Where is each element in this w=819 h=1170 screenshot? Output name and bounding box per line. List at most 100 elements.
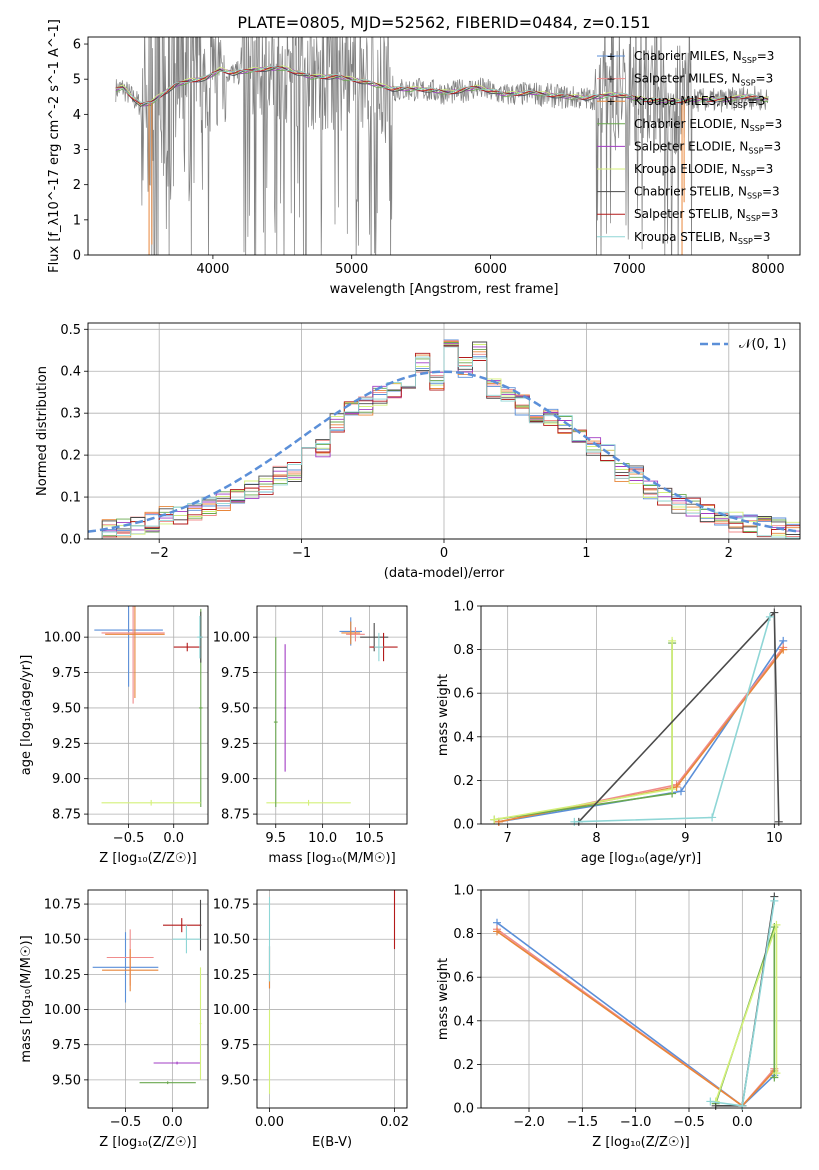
- y-tick-label: 0.6: [453, 971, 474, 986]
- x-tick-label: 5000: [335, 262, 368, 277]
- x-tick-label: 9.5: [265, 831, 286, 846]
- point-marker-kroupa_stelib: [570, 817, 579, 826]
- x-axis-label: age [log₁₀(age/yr)]: [581, 851, 702, 866]
- x-tick-label: −0.5: [113, 831, 145, 846]
- point-marker-kroupa_stelib: [738, 1101, 747, 1110]
- legend-tail: =3: [748, 94, 766, 108]
- x-axis-label: (data-model)/error: [384, 566, 505, 581]
- legend-tail: =3: [762, 185, 780, 199]
- y-tick-label: 0.6: [453, 687, 474, 702]
- point-marker-kroupa_stelib: [708, 813, 717, 822]
- legend-entry-kroupa_miles: Kroupa MILES, NSSP=3: [634, 94, 765, 110]
- point-marker-chabrier_stelib: [770, 608, 779, 617]
- x-tick-label: 7: [504, 831, 512, 846]
- legend-sub: SSP: [741, 169, 756, 178]
- panel-ebv-mass: 0.00 0.02 9.50 9.75 10.00 10.25 10.50 10.75 E(B-…: [213, 889, 409, 1150]
- axes-frame: [480, 605, 802, 825]
- y-tick-label: 8.75: [52, 808, 81, 823]
- x-tick-label: 1: [582, 546, 590, 561]
- y-tick-label: 9.75: [221, 666, 250, 681]
- x-tick-label: 0.00: [255, 1115, 284, 1130]
- y-tick-label: 10.50: [44, 933, 81, 948]
- y-tick-label: 10.25: [213, 968, 250, 983]
- y-tick-label: 0.5: [60, 323, 81, 338]
- x-tick-label: 0.0: [163, 831, 184, 846]
- legend-tail: =3: [761, 207, 779, 221]
- model-line-salpeter_stelib: [115, 66, 769, 105]
- series-line-salpeter_miles: [498, 646, 784, 823]
- legend-sub: SSP: [742, 56, 757, 65]
- axes-frame: [87, 36, 801, 256]
- y-tick-label: 0: [73, 249, 81, 264]
- x-tick-label: 0.0: [732, 1115, 753, 1130]
- y-tick-label: 0.3: [60, 407, 81, 422]
- legend-entry-chabrier_stelib: Chabrier STELIB, NSSP=3: [634, 185, 780, 201]
- x-tick-label: −0.5: [110, 1115, 142, 1130]
- y-tick-label: 2: [73, 178, 81, 193]
- legend-entry-salpeter_stelib: Salpeter STELIB, NSSP=3: [634, 207, 778, 223]
- y-tick-label: 0.0: [60, 533, 81, 548]
- legend-label: Salpeter STELIB, N: [634, 207, 746, 221]
- y-tick-label: 0.0: [453, 1102, 474, 1117]
- point-marker-kroupa_miles: [672, 782, 681, 791]
- legend-tail: =3: [756, 162, 774, 176]
- x-tick-label: −1.0: [620, 1115, 652, 1130]
- panel-z-mass: −0.5 0.0 9.50 9.75 10.00 10.25 10.50 10.75 Z [lo…: [19, 889, 209, 1150]
- point-marker-chabrier_stelib: [774, 817, 783, 826]
- y-tick-label: 10.75: [44, 898, 81, 913]
- legend-label: Salpeter ELODIE, N: [634, 139, 748, 153]
- y-axis-label: mass weight: [436, 958, 451, 1040]
- figure-title: PLATE=0805, MJD=52562, FIBERID=0484, z=0…: [237, 13, 650, 32]
- x-tick-label: −1: [292, 546, 311, 561]
- legend-entry-kroupa_elodie: Kroupa ELODIE, NSSP=3: [634, 162, 773, 178]
- x-tick-label: 0.02: [380, 1115, 409, 1130]
- y-axis-label: mass weight: [436, 674, 451, 756]
- axes-frame: [87, 605, 209, 825]
- model-line-kroupa_stelib: [115, 65, 769, 104]
- point-marker-chabrier_stelib: [711, 1101, 720, 1110]
- axes-frame: [256, 605, 408, 825]
- legend-label: Kroupa STELIB, N: [634, 230, 738, 244]
- y-tick-label: 9.50: [52, 701, 81, 716]
- x-axis-label: Z [log₁₀(Z/Z☉)]: [99, 851, 196, 866]
- panel-mass-age: 9.5 10.0 10.5 8.75 9.00 9.25 9.50 9.75 10.00 mass…: [213, 605, 408, 866]
- point-marker-kroupa_elodie: [490, 815, 499, 824]
- y-tick-label: 0.4: [60, 365, 81, 380]
- point-marker-kroupa_elodie: [772, 1069, 781, 1078]
- axes-frame: [480, 889, 802, 1109]
- legend-tail: =3: [765, 117, 783, 131]
- y-tick-label: 9.25: [221, 737, 250, 752]
- axes-frame: [87, 889, 209, 1109]
- point-marker-kroupa_stelib: [706, 1097, 715, 1106]
- legend-label: Salpeter MILES, N: [634, 72, 741, 86]
- axes-frame: [87, 322, 801, 540]
- x-tick-label: 10: [766, 831, 783, 846]
- y-tick-label: 4: [73, 108, 81, 123]
- legend-label: Kroupa ELODIE, N: [634, 162, 741, 176]
- legend-tail: =3: [753, 230, 771, 244]
- legend-marker: +: [606, 73, 615, 86]
- x-axis-label: wavelength [Angstrom, rest frame]: [330, 282, 559, 297]
- x-tick-label: 10.5: [355, 831, 384, 846]
- x-axis-label: Z [log₁₀(Z/Z☉)]: [99, 1135, 196, 1150]
- axes-frame: [256, 889, 408, 1109]
- y-tick-label: 1: [73, 213, 81, 228]
- y-tick-label: 9.25: [52, 737, 81, 752]
- y-tick-label: 0.2: [60, 449, 81, 464]
- legend-marker: +: [606, 50, 615, 63]
- y-tick-label: 9.75: [221, 1038, 250, 1053]
- legend-marker: +: [606, 95, 615, 108]
- y-axis-label: Normed distribution: [35, 366, 50, 496]
- x-tick-label: 4000: [196, 262, 229, 277]
- series-line-kroupa_elodie: [714, 924, 778, 1102]
- y-tick-label: 10.00: [213, 631, 250, 646]
- y-tick-label: 6: [73, 38, 81, 53]
- x-tick-label: 8: [592, 831, 600, 846]
- legend-tail: =3: [757, 49, 775, 63]
- y-tick-label: 10.00: [44, 631, 81, 646]
- x-tick-label: −2.0: [513, 1115, 545, 1130]
- legend-entry-normal: 𝒩(0, 1): [739, 337, 786, 352]
- panel-z-weight: −2.0 −1.5 −1.0 −0.5 0.0 0.0 0.2 0.4 0.6 0.8 1.0 Z […: [436, 884, 802, 1150]
- x-tick-label: 6000: [474, 262, 507, 277]
- legend-label: Chabrier MILES, N: [634, 49, 742, 63]
